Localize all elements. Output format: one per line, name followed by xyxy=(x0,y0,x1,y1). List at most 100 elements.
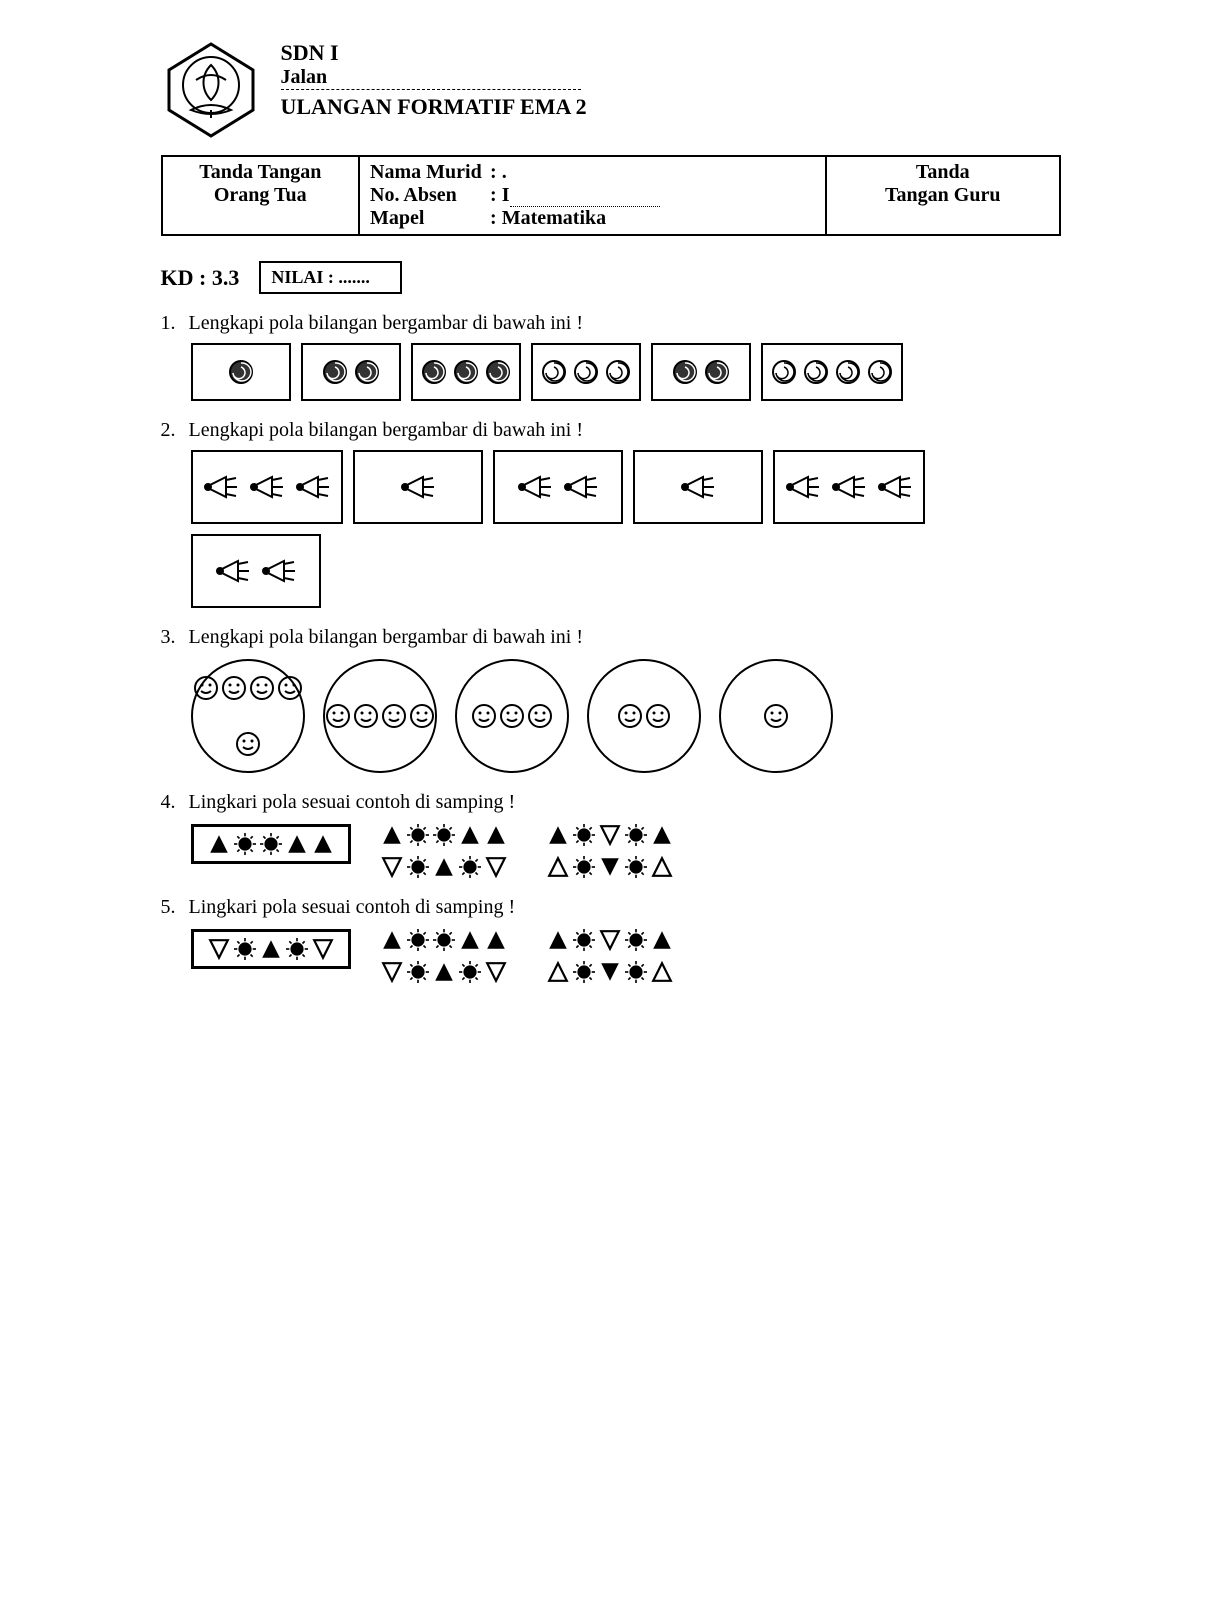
street-label: Jalan xyxy=(281,66,581,90)
circle-container xyxy=(587,659,701,773)
smiley-icon xyxy=(499,703,525,729)
smiley-icon xyxy=(325,703,351,729)
q3-circles xyxy=(191,659,1061,773)
q1-text: Lengkapi pola bilangan bergambar di bawa… xyxy=(189,312,584,334)
smiley-icon xyxy=(645,703,671,729)
pattern-box xyxy=(411,343,521,401)
name-label: Nama Murid xyxy=(370,161,490,184)
question-5: 5.Lingkari pola sesuai contoh di samping… xyxy=(161,896,1061,983)
teacher-sign-cell: Tanda Tangan Guru xyxy=(826,156,1059,235)
shuttlecock-icon xyxy=(829,472,869,502)
question-1: 1.Lengkapi pola bilangan bergambar di ba… xyxy=(161,312,1061,401)
q3-number: 3. xyxy=(161,626,189,649)
q4-options xyxy=(381,824,673,878)
spiral-icon xyxy=(771,359,797,385)
q2-number: 2. xyxy=(161,419,189,442)
pattern-option xyxy=(381,856,507,878)
worksheet-page: SDN I Jalan ULANGAN FORMATIF EMA 2 Tanda… xyxy=(161,40,1061,983)
spiral-icon xyxy=(573,359,599,385)
shuttlecock-icon xyxy=(201,472,241,502)
spiral-icon xyxy=(453,359,479,385)
school-name: SDN I xyxy=(281,40,587,66)
q4-example xyxy=(191,824,351,864)
absen-value: : I xyxy=(490,184,509,207)
q5-example xyxy=(191,929,351,969)
circle-container xyxy=(455,659,569,773)
shuttlecock-icon xyxy=(678,472,718,502)
spiral-icon xyxy=(704,359,730,385)
teacher-sign-l1: Tanda xyxy=(916,161,970,183)
kd-row: KD : 3.3 NILAI : ....... xyxy=(161,261,1061,294)
pattern-option xyxy=(547,824,673,846)
smiley-icon xyxy=(277,675,303,701)
q4-block xyxy=(191,824,1061,878)
pattern-box xyxy=(761,343,903,401)
circle-container xyxy=(323,659,437,773)
spiral-icon xyxy=(421,359,447,385)
pattern-box xyxy=(651,343,751,401)
shuttlecock-icon xyxy=(515,472,555,502)
pattern-option xyxy=(547,929,673,951)
pattern-box xyxy=(191,343,291,401)
pattern-box xyxy=(191,450,343,524)
shuttlecock-icon xyxy=(259,556,299,586)
dotted-line xyxy=(510,184,660,207)
smiley-icon xyxy=(353,703,379,729)
q2-boxes xyxy=(191,450,1061,608)
shuttlecock-icon xyxy=(783,472,823,502)
pattern-option xyxy=(381,824,507,846)
pattern-option xyxy=(547,856,673,878)
question-4: 4.Lingkari pola sesuai contoh di samping… xyxy=(161,791,1061,878)
smiley-icon xyxy=(763,703,789,729)
pattern-box xyxy=(301,343,401,401)
smiley-icon xyxy=(409,703,435,729)
q5-text: Lingkari pola sesuai contoh di samping ! xyxy=(189,896,516,918)
smiley-icon xyxy=(381,703,407,729)
pattern-box xyxy=(773,450,925,524)
smiley-icon xyxy=(527,703,553,729)
q5-options xyxy=(381,929,673,983)
pattern-option xyxy=(547,961,673,983)
shuttlecock-icon xyxy=(561,472,601,502)
q3-text: Lengkapi pola bilangan bergambar di bawa… xyxy=(189,626,584,648)
spiral-icon xyxy=(672,359,698,385)
q4-text: Lingkari pola sesuai contoh di samping ! xyxy=(189,791,516,813)
q5-block xyxy=(191,929,1061,983)
pattern-option xyxy=(381,929,507,951)
q5-number: 5. xyxy=(161,896,189,919)
question-3: 3.Lengkapi pola bilangan bergambar di ba… xyxy=(161,626,1061,773)
parent-sign-cell: Tanda Tangan Orang Tua xyxy=(162,156,360,235)
pattern-option xyxy=(381,961,507,983)
spiral-icon xyxy=(605,359,631,385)
spiral-icon xyxy=(485,359,511,385)
teacher-sign-l2: Tangan Guru xyxy=(885,184,1000,206)
subject-value: : Matematika xyxy=(490,207,606,230)
student-info-cell: Nama Murid: . No. Absen: I Mapel: Matema… xyxy=(359,156,826,235)
smiley-icon xyxy=(249,675,275,701)
header: SDN I Jalan ULANGAN FORMATIF EMA 2 xyxy=(161,40,1061,140)
kd-label: KD : 3.3 xyxy=(161,265,240,291)
info-table: Tanda Tangan Orang Tua Nama Murid: . No.… xyxy=(161,155,1061,236)
q4-number: 4. xyxy=(161,791,189,814)
spiral-icon xyxy=(322,359,348,385)
pattern-box xyxy=(531,343,641,401)
shuttlecock-icon xyxy=(875,472,915,502)
score-box: NILAI : ....... xyxy=(259,261,402,294)
pattern-box xyxy=(633,450,763,524)
spiral-icon xyxy=(867,359,893,385)
smiley-icon xyxy=(221,675,247,701)
pattern-box xyxy=(353,450,483,524)
q1-number: 1. xyxy=(161,312,189,335)
smiley-icon xyxy=(471,703,497,729)
circle-container xyxy=(191,659,305,773)
parent-sign-l1: Tanda Tangan xyxy=(199,161,321,183)
header-text: SDN I Jalan ULANGAN FORMATIF EMA 2 xyxy=(281,40,587,120)
smiley-icon xyxy=(235,731,261,757)
shuttlecock-icon xyxy=(247,472,287,502)
parent-sign-l2: Orang Tua xyxy=(214,184,307,206)
shuttlecock-icon xyxy=(293,472,333,502)
absen-label: No. Absen xyxy=(370,184,490,207)
smiley-icon xyxy=(193,675,219,701)
pattern-box xyxy=(493,450,623,524)
q2-text: Lengkapi pola bilangan bergambar di bawa… xyxy=(189,419,584,441)
